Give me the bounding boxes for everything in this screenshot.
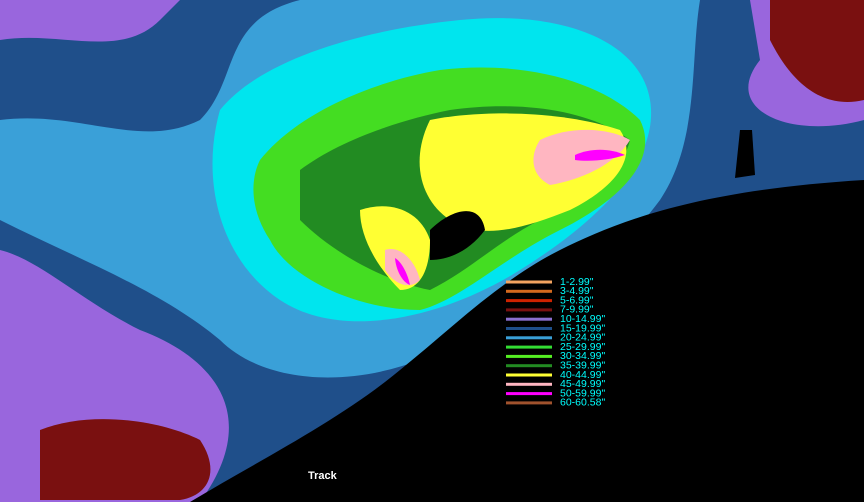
legend-label: 1-2.99" — [560, 276, 594, 288]
legend-swatch — [506, 308, 552, 312]
legend-label: 35-39.99" — [560, 359, 605, 371]
legend-label: 40-44.99" — [560, 369, 605, 381]
legend-swatch — [506, 299, 552, 303]
legend-label: 20-24.99" — [560, 332, 605, 344]
legend-swatch — [506, 354, 552, 358]
legend-label: 15-19.99" — [560, 322, 605, 334]
legend-label: 25-29.99" — [560, 341, 605, 353]
legend-label: 10-14.99" — [560, 313, 605, 325]
legend-swatch — [506, 336, 552, 340]
legend-swatch — [506, 317, 552, 321]
legend-swatch — [506, 392, 552, 396]
legend-label: 5-6.99" — [560, 294, 594, 306]
legend-label: 60-60.58" — [560, 397, 605, 409]
legend-swatch — [506, 327, 552, 330]
legend-label: 7-9.99" — [560, 304, 594, 316]
legend-swatch — [506, 364, 552, 368]
legend-swatch — [506, 280, 552, 284]
legend-swatch — [506, 373, 552, 377]
legend-label: 30-34.99" — [560, 350, 605, 362]
legend-label: 3-4.99" — [560, 285, 594, 297]
legend-swatch — [506, 289, 552, 293]
legend: 1-2.99"3-4.99"5-6.99"7-9.99"10-14.99"15-… — [506, 276, 605, 409]
track-label: Track — [308, 470, 338, 482]
legend-label: 50-59.99" — [560, 387, 605, 399]
legend-swatch — [506, 345, 552, 349]
legend-label: 45-49.99" — [560, 378, 605, 390]
legend-swatch — [506, 401, 552, 405]
legend-swatch — [506, 382, 552, 386]
